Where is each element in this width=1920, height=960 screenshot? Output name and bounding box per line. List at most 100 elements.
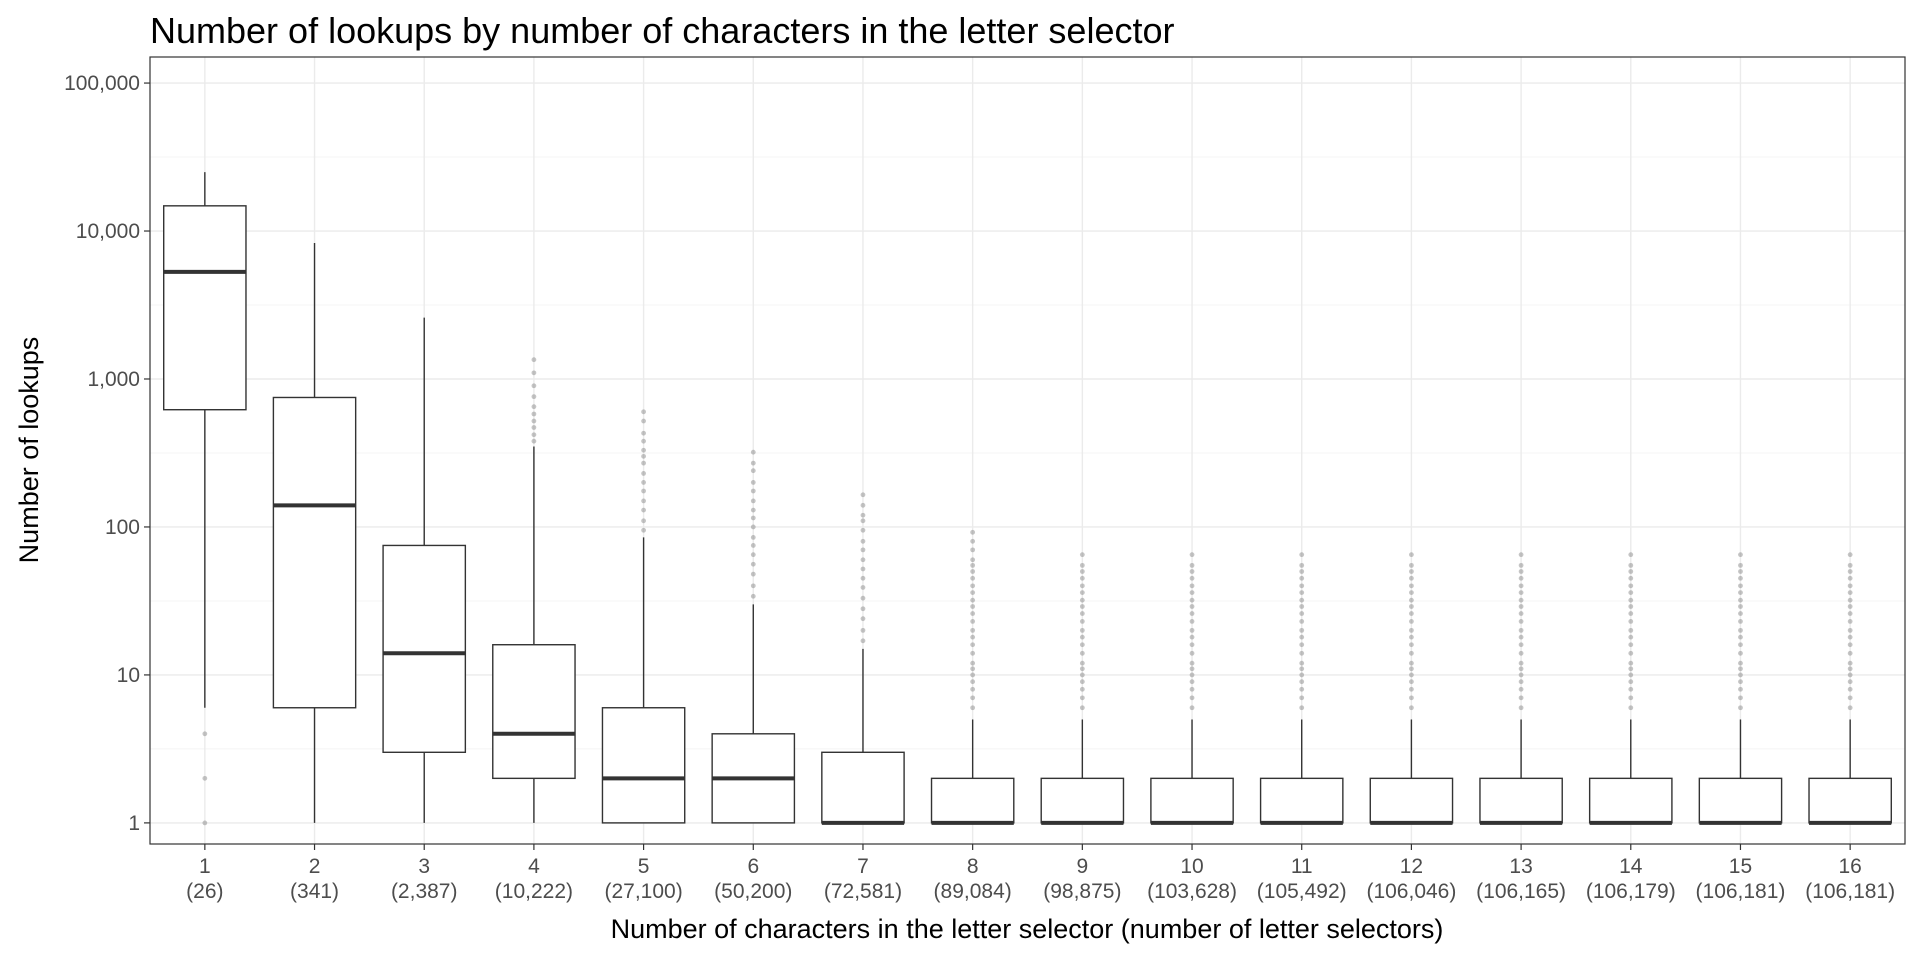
outlier-point [1189,583,1195,589]
outlier-point [750,468,756,474]
outlier-point [1079,562,1085,568]
outlier-point [1409,695,1414,701]
outlier-point [1299,695,1305,701]
outlier-point [1738,552,1743,558]
outlier-point [860,512,866,518]
outlier-point [1299,642,1305,648]
outlier-point [1628,672,1634,678]
box-12 [1369,552,1454,825]
outlier-point [1409,705,1414,711]
box-10 [1150,552,1234,825]
outlier-point [860,527,866,533]
outlier-point [970,557,976,563]
outlier-point [1299,604,1305,609]
x-axis: 1(26) 2(341) 3(2,387) 4(10,222) 5(27,100) 6(5… [186,844,1895,903]
outlier-point [860,606,866,612]
outlier-point [860,492,866,498]
outlier-point [202,820,208,826]
outlier-point [970,627,976,633]
outlier-point [1628,666,1634,672]
x-tick-count-label: (2,387) [391,880,458,903]
x-tick-count-label: (106,046) [1366,880,1456,903]
outlier-point [860,547,866,553]
outlier-point [1628,660,1634,666]
outlier-point [750,488,756,494]
outlier-point [1628,569,1634,574]
outlier-point [1299,705,1305,711]
outlier-point [1847,618,1853,624]
box-15 [1698,552,1783,825]
x-tick-count-label: (98,875) [1043,880,1121,903]
box-9 [1040,552,1125,825]
x-tick-count-label: (26) [186,880,223,903]
outlier-point [1628,575,1634,581]
outlier-point [1628,650,1634,656]
outlier-point [1628,583,1634,589]
outlier-point [1299,627,1305,633]
outlier-point [641,430,646,436]
outlier-point [1518,695,1524,701]
outlier-point [1518,679,1524,685]
outlier-point [641,507,646,513]
outlier-point [1299,686,1305,692]
outlier-point [531,357,537,363]
outlier-point [531,425,537,430]
outlier-point [1847,686,1853,692]
outlier-point [1079,679,1085,685]
outlier-point [1738,562,1743,568]
outlier-point [750,460,756,466]
outlier-point [1847,611,1853,616]
box-2 [272,242,357,823]
outlier-point [641,438,646,444]
x-tick-count-label: (89,084) [934,880,1012,903]
outlier-point [750,571,756,577]
outlier-point [750,552,756,558]
outlier-point [1189,611,1195,616]
y-axis-title: Number of lookups [14,337,44,564]
outlier-point [750,515,756,521]
outlier-point [1628,562,1634,568]
outlier-point [1518,604,1524,609]
outlier-point [1628,552,1634,558]
outlier-point [1079,686,1085,692]
outlier-point [1738,583,1743,589]
outlier-point [1628,604,1634,609]
outlier-point [970,597,976,603]
outlier-point [531,394,537,400]
x-tick-label: 5 [638,855,650,878]
outlier-point [1518,672,1524,678]
outlier-point [1409,672,1414,678]
outlier-point [1299,660,1305,666]
outlier-point [1079,575,1085,581]
outlier-point [1847,695,1853,701]
y-tick-label: 100,000 [64,72,140,95]
outlier-point [1738,672,1743,678]
outlier-point [1079,569,1085,574]
outlier-point [750,498,756,504]
outlier-point [750,480,756,485]
outlier-point [750,561,756,567]
outlier-point [860,627,866,633]
outlier-point [1518,552,1524,558]
outlier-point [1189,634,1195,640]
outlier-point [1847,666,1853,672]
outlier-point [1847,562,1853,568]
outlier-point [970,695,976,701]
outlier-point [641,527,646,533]
x-tick-label: 3 [418,855,430,878]
outlier-point [1628,679,1634,685]
outlier-point [641,498,646,504]
outlier-point [1738,569,1743,574]
outlier-point [1409,597,1414,603]
outlier-point [1079,552,1085,558]
outlier-point [1189,642,1195,648]
outlier-point [1738,590,1743,596]
outlier-point [970,660,976,666]
outlier-point [1628,618,1634,624]
outlier-point [1079,583,1085,589]
outlier-point [1628,686,1634,692]
outlier-point [1847,660,1853,666]
outlier-point [1189,618,1195,624]
outlier-point [970,650,976,656]
outlier-point [860,638,866,644]
